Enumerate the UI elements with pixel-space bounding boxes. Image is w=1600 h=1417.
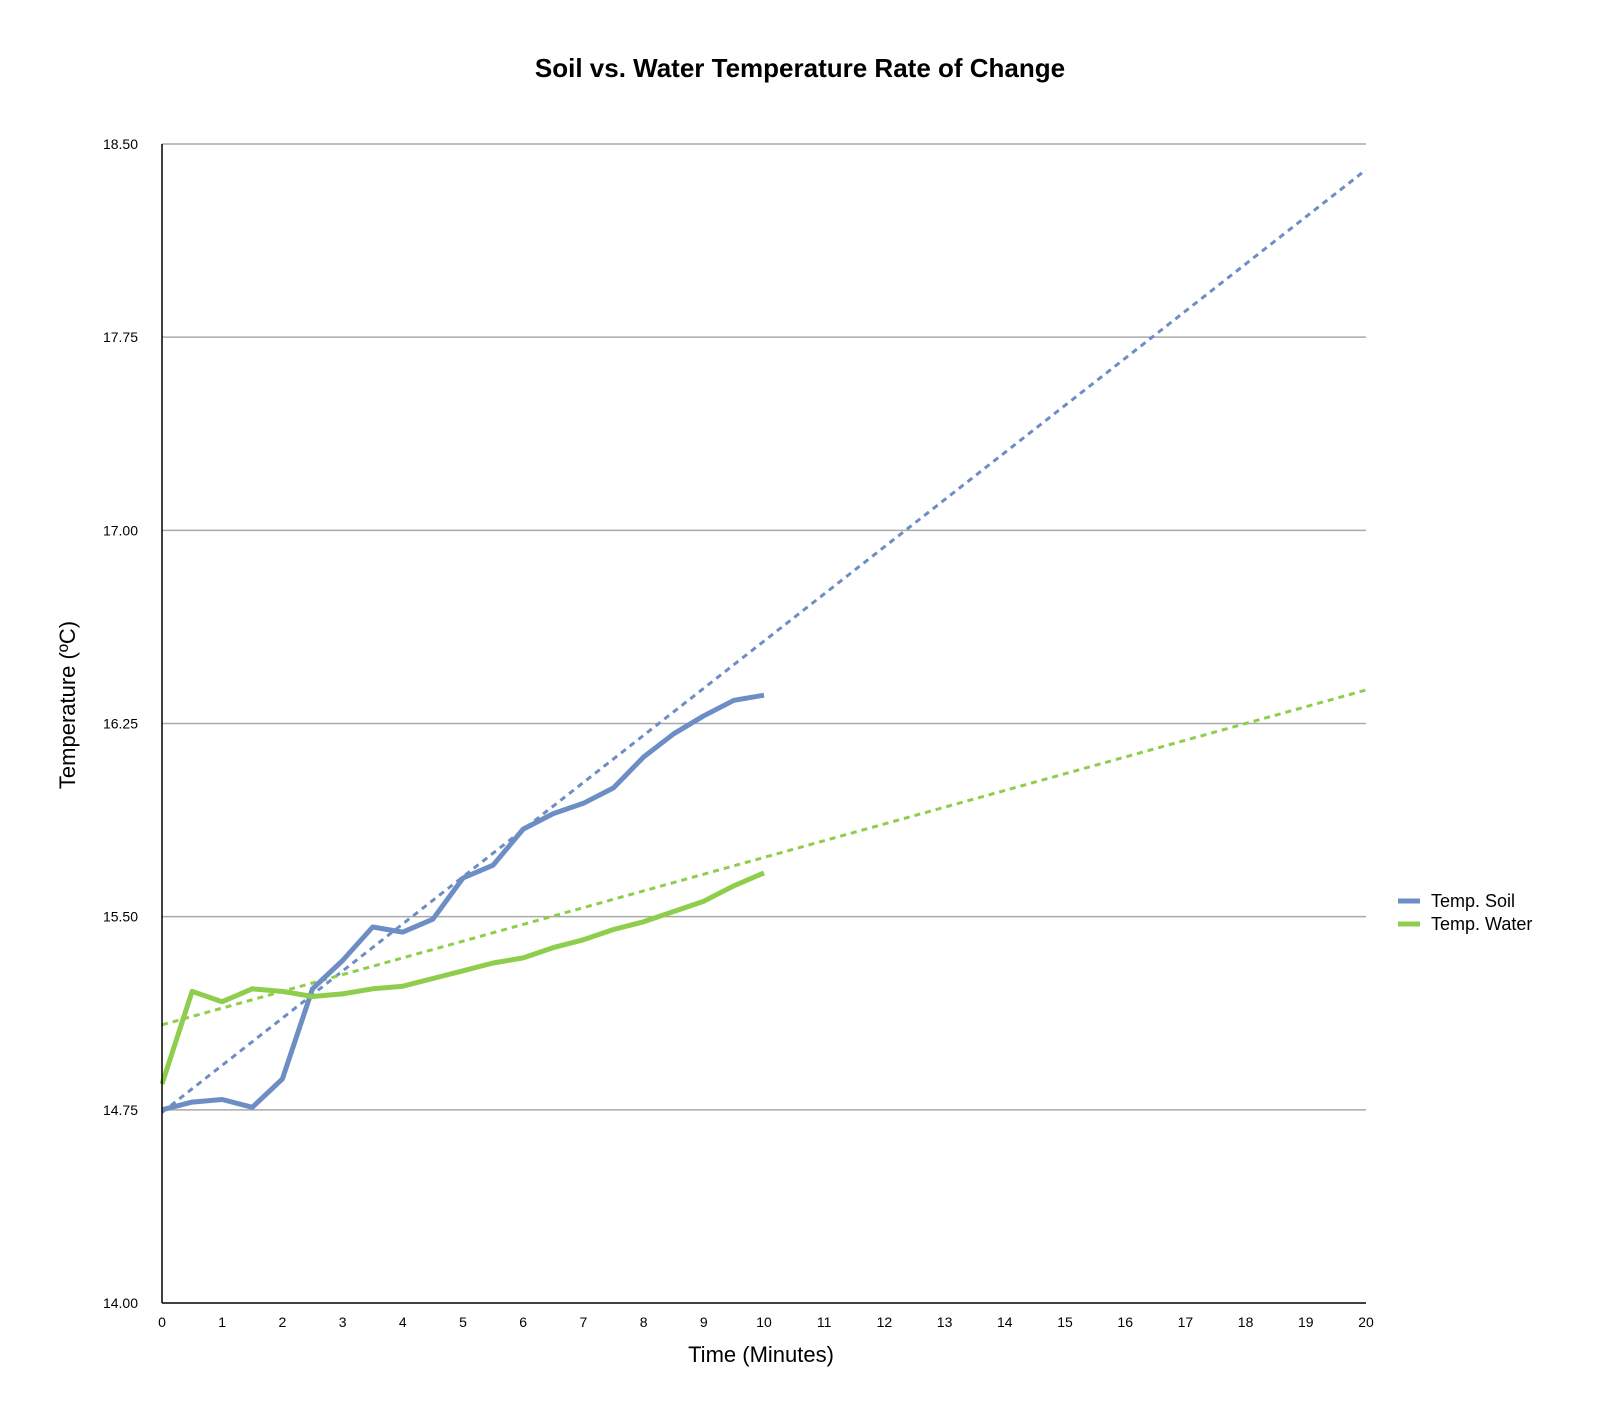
series-line-0 — [161, 692, 765, 1113]
x-tick-label: 17 — [1178, 1314, 1194, 1330]
x-tick-labels: 0 1 2 3 4 5 6 7 8 9 10 11 12 13 14 15 16 17 18 19 20 — [158, 1314, 1374, 1330]
x-tick-label: 15 — [1057, 1314, 1073, 1330]
x-tick-label: 11 — [817, 1314, 832, 1330]
x-tick-label: 10 — [756, 1314, 772, 1330]
legend: Temp. Soil Temp. Water — [1398, 891, 1532, 934]
y-tick-label: 17.00 — [103, 522, 138, 538]
y-tick-label: 14.00 — [103, 1295, 138, 1311]
x-tick-label: 18 — [1238, 1314, 1254, 1330]
legend-label-0: Temp. Soil — [1431, 891, 1515, 911]
x-tick-label: 19 — [1298, 1314, 1314, 1330]
y-tick-label: 15.50 — [103, 909, 138, 925]
y-tick-labels: 14.00 14.75 15.50 16.25 17.00 17.75 18.50 — [103, 136, 138, 1311]
legend-label-1: Temp. Water — [1431, 914, 1532, 934]
y-tick-label: 14.75 — [103, 1102, 138, 1118]
axes — [161, 144, 1366, 1304]
x-tick-label: 9 — [700, 1314, 708, 1330]
x-tick-label: 0 — [158, 1314, 166, 1330]
trendline-1 — [161, 688, 1367, 1027]
y-tick-label: 16.25 — [103, 716, 138, 732]
trendline-0 — [161, 168, 1367, 1114]
trendlines — [161, 168, 1367, 1114]
y-axis-label: Temperature (ºC) — [55, 621, 80, 789]
grid — [162, 143, 1366, 1111]
x-tick-label: 12 — [877, 1314, 893, 1330]
x-tick-label: 14 — [997, 1314, 1013, 1330]
x-tick-label: 20 — [1358, 1314, 1374, 1330]
series-lines — [159, 692, 765, 1113]
x-tick-label: 2 — [279, 1314, 287, 1330]
x-tick-label: 3 — [339, 1314, 347, 1330]
chart-title: Soil vs. Water Temperature Rate of Chang… — [535, 53, 1065, 83]
x-tick-label: 13 — [937, 1314, 953, 1330]
series-line-1 — [159, 870, 765, 1085]
x-tick-label: 7 — [580, 1314, 588, 1330]
x-tick-label: 5 — [459, 1314, 467, 1330]
y-tick-label: 17.75 — [103, 329, 138, 345]
x-tick-label: 4 — [399, 1314, 407, 1330]
x-axis-label: Time (Minutes) — [688, 1342, 834, 1367]
y-tick-label: 18.50 — [103, 136, 138, 152]
x-tick-label: 6 — [519, 1314, 527, 1330]
x-tick-label: 8 — [640, 1314, 648, 1330]
x-tick-label: 1 — [218, 1314, 226, 1330]
x-tick-label: 16 — [1117, 1314, 1133, 1330]
